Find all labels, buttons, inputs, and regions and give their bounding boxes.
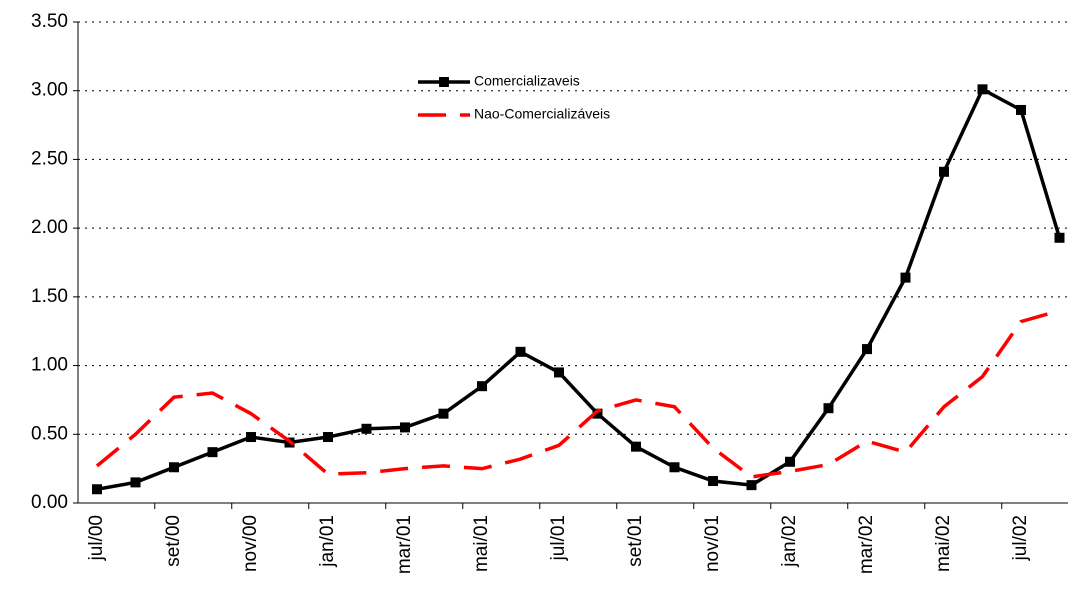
x-tick-label: mai/02 <box>933 515 954 572</box>
y-tick-label: 2.00 <box>31 217 68 238</box>
legend-label: Comercializaveis <box>474 73 580 89</box>
marker <box>823 403 834 414</box>
marker <box>438 408 449 419</box>
y-tick-label: 0.50 <box>31 423 68 444</box>
marker <box>130 477 141 488</box>
x-tick-label: mar/01 <box>394 515 415 574</box>
marker <box>1054 232 1065 243</box>
marker <box>592 408 603 419</box>
marker <box>900 272 911 283</box>
marker <box>246 432 256 443</box>
marker <box>669 462 680 473</box>
y-tick-label: 1.00 <box>31 355 68 376</box>
x-tick-label: set/00 <box>163 515 184 567</box>
marker <box>785 456 795 467</box>
x-tick-label: mar/02 <box>856 515 877 574</box>
marker <box>477 381 487 392</box>
marker <box>977 84 988 95</box>
marker <box>169 462 179 473</box>
x-tick-label: mai/01 <box>471 515 492 572</box>
marker <box>631 441 641 452</box>
marker <box>708 476 718 487</box>
y-tick-label: 3.00 <box>31 80 68 101</box>
marker <box>92 484 102 495</box>
series-line <box>95 308 1060 479</box>
x-tick-label: nov/01 <box>702 515 723 572</box>
marker <box>323 432 333 443</box>
y-tick-label: 2.50 <box>31 148 68 169</box>
legend-marker <box>439 77 449 87</box>
legend-label: Nao-Comercializáveis <box>474 106 610 122</box>
marker <box>515 346 526 357</box>
marker <box>939 166 949 177</box>
y-tick-label: 1.50 <box>31 286 68 307</box>
x-tick-label: jul/01 <box>548 515 569 561</box>
marker <box>554 367 564 378</box>
x-tick-label: nov/00 <box>240 515 261 572</box>
marker <box>1016 104 1026 115</box>
x-tick-label: jan/01 <box>317 515 338 568</box>
y-tick-label: 0.00 <box>31 492 68 513</box>
x-tick-label: jul/02 <box>1010 515 1031 561</box>
x-tick-label: set/01 <box>625 515 646 567</box>
marker <box>361 423 372 434</box>
x-tick-label: jul/00 <box>86 515 107 561</box>
marker <box>207 447 218 458</box>
y-tick-label: 3.50 <box>31 11 68 32</box>
marker <box>746 480 757 491</box>
series-line <box>96 86 1062 491</box>
x-tick-label: jan/02 <box>779 515 800 568</box>
marker <box>400 422 410 433</box>
marker <box>862 344 872 355</box>
